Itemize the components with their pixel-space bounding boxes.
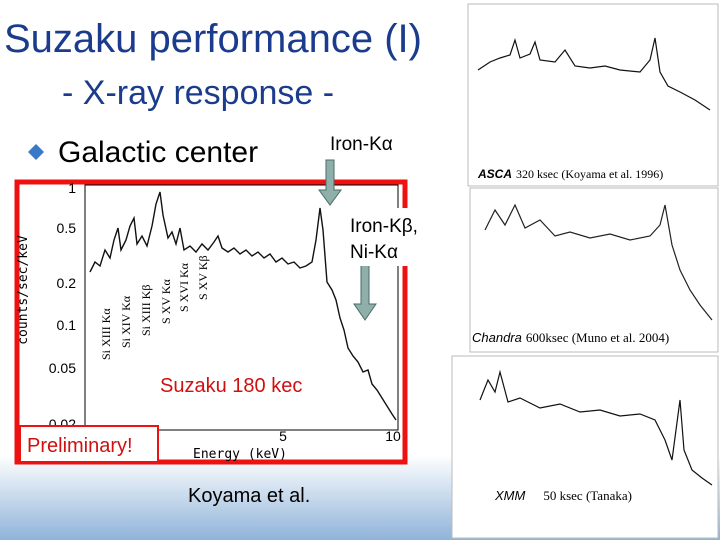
iron-kb-label: Iron-Kβ, (350, 216, 418, 237)
spectrum-curve (89, 191, 397, 421)
preliminary-label: Preliminary! (27, 435, 133, 457)
y-tick-label: 1 (68, 180, 76, 196)
iron-ka-label: Iron-Kα (330, 134, 393, 155)
xmm-spectrum (479, 369, 713, 486)
chandra-caption: Chandra 600ksec (Muno et al. 2004) (472, 330, 669, 345)
line-label: Si XIII Kβ (139, 285, 153, 336)
plot-frame (84, 184, 399, 431)
x-tick-label: 5 (279, 428, 287, 444)
ni-ka-label: Ni-Kα (350, 242, 398, 263)
credit: Koyama et al. (188, 485, 310, 507)
xmm-panel (451, 355, 719, 539)
y-tick-label: 0.2 (57, 275, 77, 291)
caption: 600ksec (Muno et al. 2004) (526, 330, 669, 345)
suzaku-label: Suzaku 180 kec (160, 375, 302, 397)
line-label: S XVI Kα (177, 262, 191, 312)
y-tick-label: 0.5 (57, 220, 77, 236)
title: Suzaku performance (I) (4, 17, 422, 61)
subtitle: - X-ray response - (62, 74, 334, 112)
bullet-icon (28, 144, 44, 160)
chandra-panel (469, 187, 719, 353)
instrument: Chandra (472, 330, 522, 345)
asca-spectrum (477, 37, 711, 111)
chandra-spectrum (484, 203, 713, 321)
preliminary-box (19, 425, 159, 463)
bullet-text: Galactic center (58, 136, 258, 169)
instrument: XMM (494, 488, 526, 503)
arrow (318, 159, 342, 206)
asca-caption: ASCA 320 ksec (Koyama et al. 1996) (477, 167, 663, 181)
line-label: S XV Kβ (196, 255, 210, 300)
label-backing (345, 208, 435, 266)
x-tick-label: 10 (385, 428, 401, 444)
arrow (353, 261, 377, 321)
asca-panel (467, 3, 719, 187)
y-axis-label: counts/sec/keV (16, 235, 31, 345)
line-label: S XV Kα (159, 279, 173, 324)
caption: 50 ksec (Tanaka) (543, 488, 632, 503)
line-label: Si XIV Kα (119, 295, 133, 348)
y-tick-label: 0.05 (49, 360, 76, 376)
highlight-box (14, 179, 408, 465)
instrument: ASCA (477, 167, 512, 181)
xmm-caption: XMM 50 ksec (Tanaka) (494, 488, 632, 503)
y-tick-label: 0.1 (57, 317, 77, 333)
caption: 320 ksec (Koyama et al. 1996) (516, 167, 663, 181)
x-axis-label: Energy (keV) (193, 447, 287, 462)
line-label: Si XIII Kα (99, 308, 113, 360)
